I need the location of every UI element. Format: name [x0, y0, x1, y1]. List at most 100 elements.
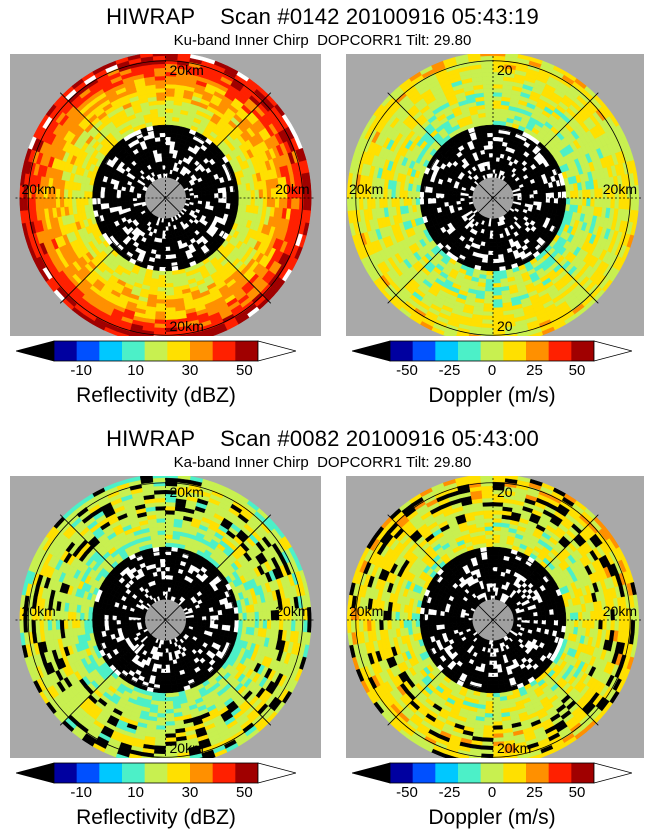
radar-bin — [549, 197, 555, 204]
radar-bin — [193, 194, 199, 199]
radar-bin — [597, 197, 603, 208]
radar-bin — [492, 230, 497, 235]
radar-bin — [165, 84, 176, 90]
radar-bin — [444, 201, 450, 207]
radar-bin — [217, 192, 223, 199]
radar-bin — [521, 194, 526, 199]
radar-bin — [165, 112, 174, 118]
radar-bin — [209, 197, 215, 203]
radar-bin — [159, 258, 166, 264]
radar-bin — [233, 197, 239, 205]
radar-bin — [161, 153, 166, 158]
radar-bin — [492, 282, 501, 288]
radar-bin — [262, 197, 268, 208]
radar-bin — [407, 197, 413, 206]
radar-bin — [158, 116, 166, 122]
radar-bin — [165, 230, 169, 235]
radar-bin — [112, 197, 118, 203]
radar-bin — [168, 237, 174, 243]
radar-bin — [306, 197, 312, 211]
range-label: 20km — [22, 181, 56, 197]
radar-bin — [492, 270, 500, 276]
radar-bin — [155, 84, 166, 90]
radar-bin — [569, 197, 575, 206]
radar-bin — [609, 197, 615, 209]
radar-bin — [492, 141, 499, 146]
radar-bin — [485, 274, 494, 280]
radar-bin — [72, 197, 77, 207]
radar-bin — [156, 298, 166, 304]
radar-bin — [488, 238, 494, 243]
radar-bin — [487, 136, 494, 142]
radar-bin — [165, 116, 173, 122]
radar-bin — [205, 190, 211, 195]
radar-bin — [484, 149, 490, 155]
radar-bin — [391, 188, 397, 199]
radar-bin — [367, 197, 373, 210]
radar-bin — [492, 298, 503, 304]
reflectivity-ppi-panel: 20km 20km 20km 20km — [10, 54, 321, 336]
radar-bin — [282, 197, 288, 209]
range-label: 20km — [170, 318, 204, 334]
radar-bin — [482, 76, 494, 82]
radar-bin — [569, 190, 575, 199]
radar-bin — [411, 190, 417, 199]
radar-bin — [492, 108, 501, 114]
radar-bin — [209, 193, 215, 199]
radar-bin — [492, 157, 497, 162]
radar-bin — [254, 189, 259, 199]
radar-bin — [108, 197, 114, 204]
radar-bin — [160, 246, 166, 251]
radar-bin — [529, 197, 534, 202]
radar-bin — [165, 282, 174, 288]
radar-bin — [495, 233, 501, 239]
radar-bin — [165, 258, 172, 264]
radar-bin — [456, 200, 462, 205]
radar-bin — [460, 197, 465, 202]
radar-bin — [161, 242, 166, 247]
radar-bin — [524, 191, 530, 196]
radar-bin — [165, 246, 171, 251]
ppi-data — [347, 54, 639, 336]
radar-bin — [536, 189, 542, 195]
radar-bin — [375, 197, 381, 209]
radar-bin — [492, 153, 498, 158]
radar-bin — [31, 197, 37, 210]
radar-bin — [440, 202, 446, 208]
radar-bin — [492, 132, 499, 138]
radar-bin — [233, 191, 239, 199]
radar-bin — [165, 270, 173, 276]
radar-bin — [492, 55, 506, 61]
radar-bin — [350, 197, 356, 211]
radar-bin — [197, 194, 203, 199]
radar-bin — [481, 72, 494, 78]
radar-bin — [88, 197, 93, 205]
radar-bin — [371, 197, 377, 209]
radar-bin — [483, 88, 494, 94]
radar-bin — [487, 141, 494, 146]
radar-bin — [549, 192, 555, 199]
radar-bin — [116, 201, 122, 207]
radar-bin — [492, 104, 502, 110]
radar-bin — [153, 327, 166, 333]
radar-bin — [128, 197, 134, 202]
radar-bin — [169, 245, 175, 251]
radar-bin — [613, 197, 619, 210]
radar-bin — [217, 197, 223, 204]
radar-bin — [492, 100, 502, 106]
radar-bin — [158, 266, 166, 272]
radar-bin — [440, 193, 445, 199]
radar-bin — [165, 290, 175, 296]
radar-bin — [278, 197, 284, 209]
radar-bin — [492, 306, 504, 312]
radar-bin — [250, 190, 255, 199]
radar-bin — [482, 84, 494, 90]
radar-bin — [165, 242, 170, 247]
radar-bin — [487, 132, 494, 138]
radar-bin — [452, 200, 458, 206]
radar-bin — [415, 191, 421, 199]
scan-title: HIWRAP Scan #0142 20100916 05:43:19 — [106, 4, 539, 29]
radar-bin — [104, 192, 110, 199]
